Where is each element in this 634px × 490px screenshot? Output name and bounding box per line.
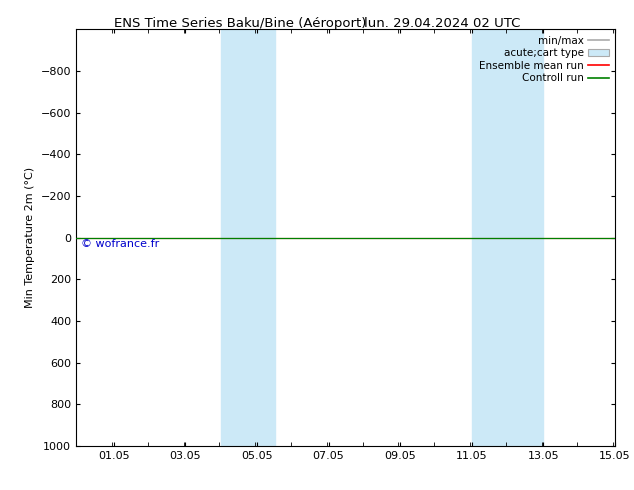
Text: ENS Time Series Baku/Bine (Aéroport): ENS Time Series Baku/Bine (Aéroport): [114, 17, 366, 30]
Text: © wofrance.fr: © wofrance.fr: [81, 239, 160, 249]
Y-axis label: Min Temperature 2m (°C): Min Temperature 2m (°C): [25, 167, 35, 308]
Legend: min/max, acute;cart type, Ensemble mean run, Controll run: min/max, acute;cart type, Ensemble mean …: [476, 32, 612, 87]
Bar: [221, 29, 275, 446]
Text: lun. 29.04.2024 02 UTC: lun. 29.04.2024 02 UTC: [363, 17, 520, 30]
Bar: [472, 29, 543, 446]
